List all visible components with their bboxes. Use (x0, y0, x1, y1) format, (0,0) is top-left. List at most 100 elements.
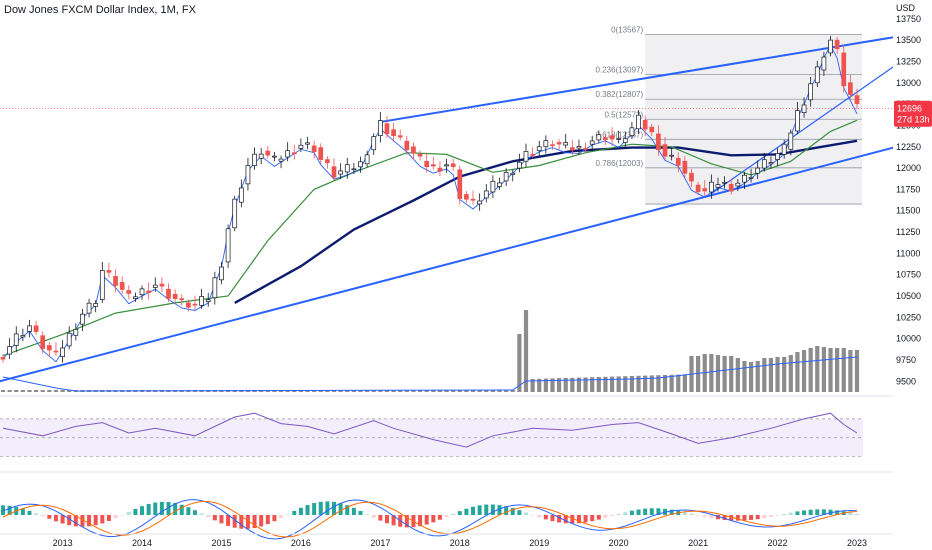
macd-histogram-bar (517, 510, 522, 515)
candle-body (848, 82, 853, 95)
macd-histogram-bar (60, 515, 65, 524)
volume-bar (755, 361, 760, 392)
candle-body (854, 95, 860, 104)
macd-histogram-bar (226, 515, 231, 526)
macd-histogram-bar (643, 508, 648, 515)
volume-bar (325, 390, 330, 392)
volume-bar (358, 390, 363, 392)
macd-histogram-bar (484, 504, 489, 515)
candle-body (503, 172, 509, 182)
year-tick-label: 2022 (768, 538, 788, 548)
volume-bar (669, 374, 674, 392)
volume-bar (510, 390, 515, 392)
candle-body (80, 313, 85, 325)
channel-upper-line (380, 35, 897, 123)
ma-fast-line (2, 44, 858, 363)
candle-body (477, 200, 483, 205)
candle-body (199, 296, 204, 306)
candle-body (821, 56, 827, 71)
fib-level-label: 0.382(12807) (596, 90, 644, 99)
macd-histogram-bar (649, 508, 654, 515)
candle-body (33, 325, 39, 332)
volume-bar (47, 390, 52, 392)
macd-histogram-bar (305, 505, 310, 515)
candle-body (325, 159, 330, 164)
volume-bar (815, 346, 820, 392)
volume-bar (623, 376, 628, 392)
volume-bar (649, 375, 654, 392)
macd-histogram-bar (153, 502, 158, 515)
volume-bar (365, 390, 370, 392)
macd-histogram-bar (27, 510, 32, 515)
macd-histogram-bar (451, 513, 456, 515)
macd-histogram-bar (179, 504, 184, 515)
macd-histogram-bar (1, 505, 5, 515)
macd-histogram-bar (802, 510, 807, 515)
candle-body (536, 146, 542, 151)
macd-histogram-bar (93, 515, 98, 526)
volume-bar (523, 310, 529, 392)
candle-body (523, 151, 529, 162)
volume-bar (437, 390, 443, 392)
candle-body (278, 158, 284, 162)
candle-body (172, 293, 178, 299)
macd-histogram-bar (815, 509, 820, 515)
candle-body (715, 184, 721, 188)
candle-body (152, 284, 158, 288)
volume-bar (404, 390, 409, 392)
axis-background (893, 0, 932, 550)
volume-bar (60, 390, 65, 392)
candle-body (424, 160, 430, 168)
macd-histogram-bar (464, 508, 469, 515)
macd-histogram-bar (20, 508, 25, 515)
volume-bar (709, 354, 714, 392)
price-tick-label: 11750 (896, 184, 920, 194)
macd-histogram-bar (113, 515, 118, 519)
current-price-countdown: 27d 13h (897, 115, 930, 125)
candle-body (616, 138, 622, 140)
candle-body (358, 161, 363, 168)
macd-histogram-bar (318, 501, 323, 515)
volume-bar (821, 347, 826, 392)
macd-histogram-bar (265, 515, 270, 525)
volume-bar (398, 390, 403, 392)
volume-bar (27, 390, 32, 392)
macd-histogram-bar (530, 514, 535, 516)
volume-bar (53, 390, 59, 392)
price-tick-label: 10750 (896, 270, 921, 280)
macd-histogram-bar (285, 514, 290, 515)
volume-bar (696, 356, 701, 392)
macd-histogram-bar (219, 515, 224, 524)
volume-bar (795, 352, 800, 392)
volume-bar (616, 376, 621, 392)
candle-body (563, 142, 569, 146)
macd-histogram-bar (603, 515, 608, 518)
macd-histogram-bar (821, 509, 826, 515)
macd-histogram-bar (358, 510, 363, 515)
volume-bar (556, 378, 562, 392)
volume-bar (292, 390, 297, 392)
price-tick-label: 10500 (896, 291, 921, 301)
volume-bar (603, 376, 608, 392)
macd-histogram-bar (378, 515, 383, 521)
volume-bar (470, 390, 476, 392)
macd-histogram-bar (457, 511, 462, 515)
macd-histogram-bar (47, 515, 52, 519)
macd-histogram-bar (404, 515, 409, 528)
candle-body (808, 83, 814, 101)
volume-bar (431, 390, 436, 392)
macd-histogram-bar (808, 509, 813, 515)
fib-level-label: 0.236(13097) (596, 65, 644, 74)
macd-histogram-bar (795, 511, 800, 515)
candle-body (589, 140, 595, 145)
candle-body (609, 135, 615, 140)
candle-body (742, 174, 747, 183)
volume-bar (808, 348, 813, 392)
candle-body (272, 155, 277, 158)
macd-histogram-bar (755, 515, 760, 520)
macd-histogram-bar (338, 503, 343, 515)
macd-histogram-bar (384, 515, 389, 524)
volume-bar (782, 357, 787, 392)
macd-histogram-bar (232, 515, 237, 528)
